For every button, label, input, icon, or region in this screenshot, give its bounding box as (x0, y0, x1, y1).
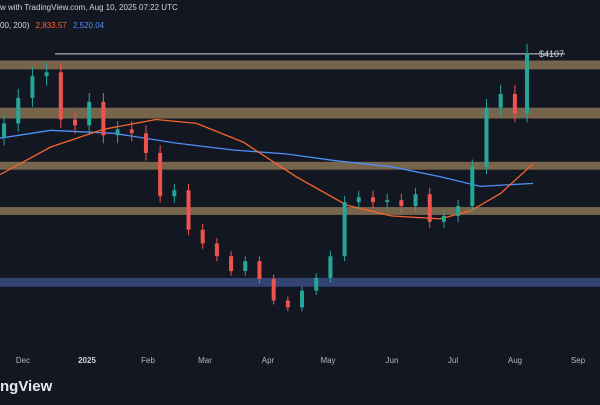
candle-body (200, 229, 205, 244)
candle-body (512, 93, 517, 114)
candle-body (172, 190, 177, 197)
candle-body (115, 129, 120, 136)
support-zone (0, 161, 600, 170)
demand-zone (0, 277, 600, 287)
candle-body (525, 53, 530, 114)
candle-body (58, 72, 63, 120)
candle-body (427, 194, 432, 222)
x-tick-label: Mar (198, 356, 212, 365)
candle-body (456, 206, 461, 216)
candle-body (356, 197, 361, 203)
candle-body (342, 202, 347, 257)
x-tick-label: May (320, 356, 336, 365)
candle-body (158, 152, 163, 197)
candle-body (328, 256, 333, 278)
candle-body (470, 166, 475, 207)
candle-body (243, 261, 248, 271)
x-tick-label: 2025 (78, 356, 96, 365)
candle-body (73, 119, 77, 126)
x-tick-label: Aug (507, 356, 523, 365)
x-tick-label: Jun (385, 356, 399, 365)
ma-200-value: 2,520.04 (72, 21, 105, 30)
candle-body (271, 278, 276, 301)
candle-body (129, 129, 134, 134)
candle-body (484, 107, 489, 167)
candle-body (2, 123, 7, 138)
candle-body (229, 256, 234, 271)
candle-body (385, 200, 390, 203)
x-tick-label: Feb (141, 356, 155, 365)
chart-header-info: w with TradingView.com, Aug 10, 2025 07:… (0, 3, 178, 12)
candle-body (87, 101, 92, 126)
candle-body (186, 190, 191, 230)
candle-body (498, 93, 503, 108)
candle-body (300, 290, 305, 308)
ma-200-line (0, 129, 534, 188)
support-zone (0, 207, 600, 215)
candle-body (441, 215, 446, 222)
candle-body (285, 300, 290, 308)
candle-body (214, 243, 219, 257)
candle-body (143, 133, 148, 153)
candle-body (44, 72, 49, 77)
ma-legend: 00, 200) 2,833.57 2,520.04 (0, 21, 104, 30)
x-tick-label: Sep (570, 356, 586, 365)
candle-body (413, 194, 418, 207)
candle-body (16, 97, 21, 124)
x-tick-label: Jul (447, 356, 459, 365)
x-tick-label: Apr (261, 356, 275, 365)
support-zone (0, 107, 600, 119)
candle-body (257, 261, 262, 279)
price-label: $4107 (539, 49, 565, 59)
candle-body (101, 101, 106, 136)
tradingview-logo: ngView (0, 378, 53, 395)
candle-body (399, 200, 404, 207)
candle-body (314, 277, 319, 291)
candle-body (370, 197, 375, 203)
ma-params-label: 00, 200) (0, 21, 30, 30)
resistance-zone (0, 60, 600, 70)
x-tick-label: Dec (15, 356, 31, 365)
ma-100-value: 2,833.57 (35, 21, 67, 30)
candle-body (30, 76, 35, 98)
